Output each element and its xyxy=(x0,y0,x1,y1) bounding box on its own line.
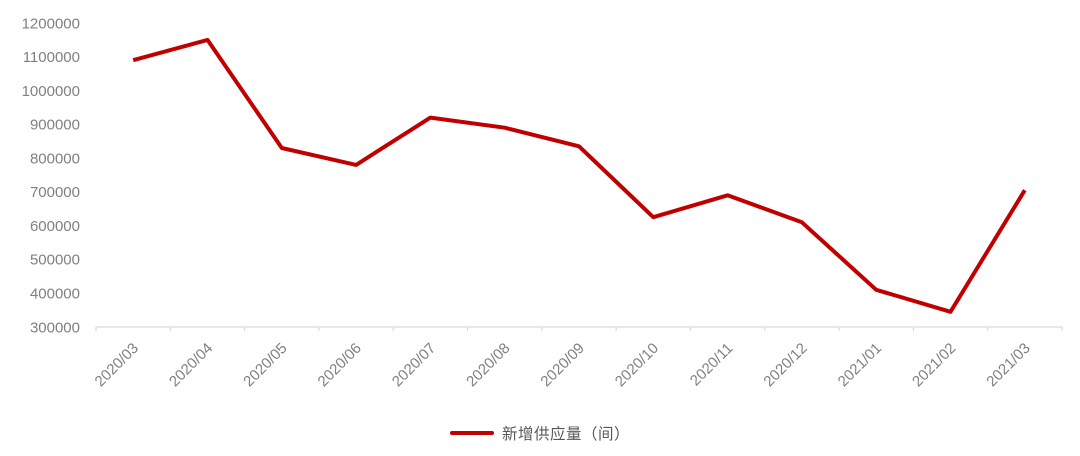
series-line-0 xyxy=(132,37,1027,314)
y-tick-label: 1200000 xyxy=(22,15,80,32)
legend-series-label: 新增供应量（间） xyxy=(501,426,630,443)
x-tick-label: 2020/04 xyxy=(166,340,216,390)
legend: 新增供应量（间） xyxy=(0,410,1080,456)
x-tick-label: 2020/06 xyxy=(315,340,365,390)
y-tick-label: 300000 xyxy=(30,319,80,336)
y-tick-label: 500000 xyxy=(30,252,80,269)
y-tick-label: 400000 xyxy=(30,285,80,302)
x-tick-label: 2020/09 xyxy=(537,340,587,390)
y-tick-label: 1000000 xyxy=(22,83,80,100)
x-tick-label: 2021/03 xyxy=(983,340,1033,390)
x-tick-label: 2020/07 xyxy=(389,340,439,390)
x-tick-label: 2021/02 xyxy=(909,340,959,390)
x-tick-label: 2020/05 xyxy=(240,340,290,390)
x-tick-label: 2020/11 xyxy=(687,340,737,390)
y-tick-label: 1100000 xyxy=(23,49,80,66)
x-tick-label: 2020/03 xyxy=(92,340,142,390)
line-chart-canvas: 300000 400000 500000 600000 700000 800000 9000… xyxy=(22,15,1063,390)
y-tick-label: 600000 xyxy=(30,218,80,235)
x-tick-label: 2020/08 xyxy=(463,340,513,390)
y-tick-label: 700000 xyxy=(30,184,80,201)
x-tick-label: 2020/12 xyxy=(760,340,810,390)
y-tick-label: 800000 xyxy=(30,150,80,167)
legend-line-swatch xyxy=(449,431,494,435)
x-tick-label: 2021/01 xyxy=(835,340,885,390)
y-tick-label: 900000 xyxy=(30,117,80,134)
x-tick-label: 2020/10 xyxy=(612,340,662,390)
